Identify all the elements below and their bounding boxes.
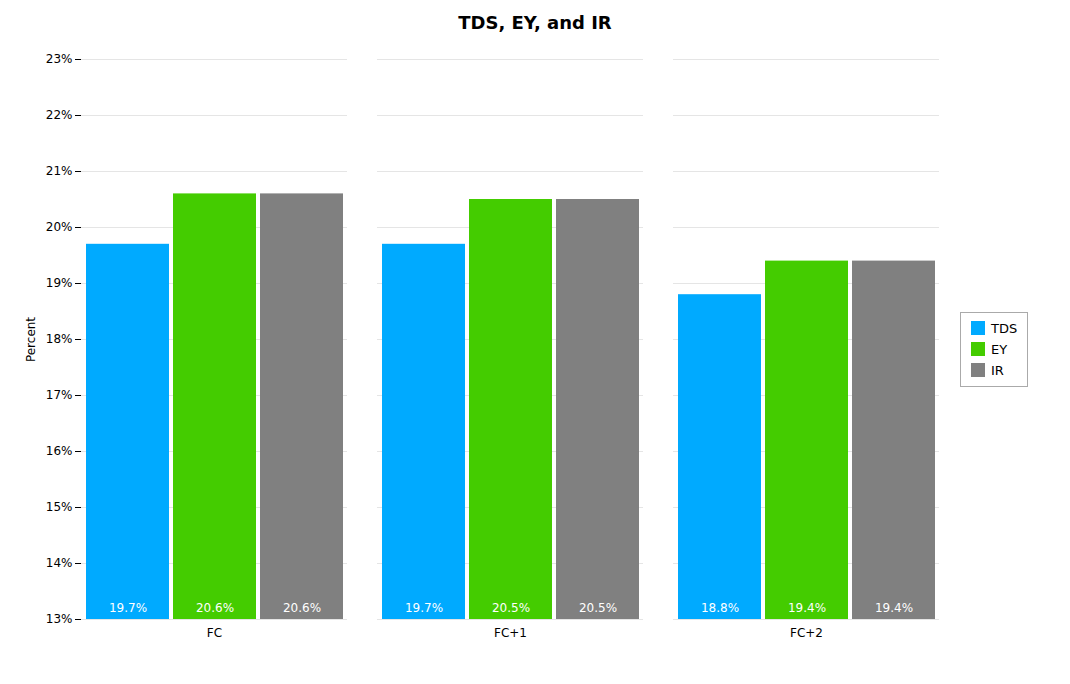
svg-text:Percent: Percent — [24, 317, 38, 362]
svg-text:FC+1: FC+1 — [494, 626, 527, 640]
svg-text:13%: 13% — [46, 612, 73, 626]
svg-text:22%: 22% — [46, 108, 73, 122]
html-text:TDS: TDS — [991, 320, 1018, 336]
svg-text:20.5%: 20.5% — [579, 601, 617, 615]
html-text:IR: IR — [991, 362, 1004, 378]
svg-text:18.8%: 18.8% — [701, 601, 739, 615]
svg-text:19.4%: 19.4% — [875, 601, 913, 615]
svg-text:19%: 19% — [46, 276, 73, 290]
html-text:EY: EY — [991, 341, 1008, 357]
svg-text:21%: 21% — [46, 164, 73, 178]
svg-text:20.5%: 20.5% — [492, 601, 530, 615]
svg-text:19.4%: 19.4% — [788, 601, 826, 615]
html-text:TDS, EY, and IR: TDS, EY, and IR — [458, 12, 612, 33]
svg-text:16%: 16% — [46, 444, 73, 458]
svg-text:20%: 20% — [46, 220, 73, 234]
svg-text:20.6%: 20.6% — [196, 601, 234, 615]
svg-text:18%: 18% — [46, 332, 73, 346]
svg-text:19.7%: 19.7% — [405, 601, 443, 615]
svg-text:FC: FC — [207, 626, 222, 640]
svg-text:FC+2: FC+2 — [790, 626, 823, 640]
svg-text:20.6%: 20.6% — [283, 601, 321, 615]
svg-text:17%: 17% — [46, 388, 73, 402]
svg-text:14%: 14% — [46, 556, 73, 570]
svg-text:15%: 15% — [46, 500, 73, 514]
svg-text:19.7%: 19.7% — [109, 601, 147, 615]
svg-text:23%: 23% — [46, 52, 73, 66]
